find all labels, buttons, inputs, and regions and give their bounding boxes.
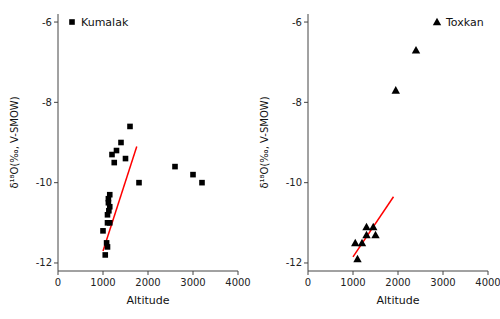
- point: [369, 223, 377, 231]
- x-tick: [488, 271, 489, 275]
- legend: Kumalak: [69, 16, 129, 29]
- panel: 0 1000 2000 3000 4000 -12 -10 -8 -6 Altitude δ¹⁸O(…: [9, 14, 251, 307]
- y-tick: [304, 102, 308, 103]
- x-tick-label: 3000: [430, 277, 455, 288]
- point: [190, 172, 196, 178]
- y-tick-label: -6: [292, 17, 302, 28]
- x-tick: [353, 271, 354, 275]
- point: [105, 244, 111, 250]
- y-tick-label: -8: [42, 97, 52, 108]
- y-axis-line: [308, 14, 309, 271]
- y-tick-label: -6: [42, 17, 52, 28]
- x-axis-label: Altitude: [127, 294, 170, 307]
- point: [136, 180, 142, 186]
- x-tick: [238, 271, 239, 275]
- legend-label: Kumalak: [81, 16, 129, 29]
- regression-line: [353, 197, 394, 257]
- point: [412, 46, 420, 54]
- x-axis-label: Altitude: [377, 294, 420, 307]
- x-tick: [103, 271, 104, 275]
- x-tick-label: 4000: [475, 277, 500, 288]
- panel: 0 1000 2000 3000 4000 -12 -10 -8 -6 Altitude δ¹⁸O(…: [259, 14, 500, 307]
- y-tick-label: -10: [286, 177, 302, 188]
- point: [392, 86, 400, 94]
- x-tick-label: 4000: [225, 277, 250, 288]
- y-tick-label: -8: [292, 97, 302, 108]
- x-tick: [443, 271, 444, 275]
- point: [362, 231, 370, 239]
- point: [123, 156, 129, 162]
- point: [371, 231, 379, 239]
- legend-marker: [433, 18, 441, 26]
- point: [102, 252, 108, 258]
- point: [358, 239, 366, 247]
- y-axis-label: δ¹⁸O(‰, V-SMOW): [9, 96, 20, 188]
- plot-area: [100, 124, 205, 258]
- y-tick-label: -10: [36, 177, 52, 188]
- plot-area: [351, 46, 420, 262]
- y-tick: [54, 22, 58, 23]
- x-tick-label: 1000: [90, 277, 115, 288]
- point: [351, 239, 359, 247]
- x-tick: [148, 271, 149, 275]
- y-tick-label: -12: [286, 257, 302, 268]
- x-tick-label: 2000: [135, 277, 160, 288]
- point: [199, 180, 205, 186]
- point: [107, 204, 113, 210]
- y-tick: [304, 262, 308, 263]
- regression-line: [103, 147, 137, 251]
- x-tick-label: 0: [55, 277, 61, 288]
- x-tick-label: 3000: [180, 277, 205, 288]
- point: [107, 220, 113, 226]
- y-tick-label: -12: [36, 257, 52, 268]
- x-tick: [398, 271, 399, 275]
- y-tick: [304, 182, 308, 183]
- x-tick: [308, 271, 309, 275]
- legend: Toxkan: [433, 16, 484, 29]
- point: [107, 192, 113, 198]
- point: [114, 148, 120, 154]
- point: [353, 255, 361, 263]
- x-tick: [58, 271, 59, 275]
- point: [111, 160, 117, 166]
- chart: 0 1000 2000 3000 4000 -12 -10 -8 -6 Altitude δ¹⁸O(…: [0, 0, 500, 319]
- legend-marker: [69, 19, 75, 25]
- point: [118, 140, 124, 146]
- y-tick: [54, 182, 58, 183]
- point: [172, 164, 178, 170]
- x-tick-label: 0: [305, 277, 311, 288]
- y-axis-line: [58, 14, 59, 271]
- x-tick-label: 1000: [340, 277, 365, 288]
- y-tick: [54, 262, 58, 263]
- x-tick: [193, 271, 194, 275]
- y-tick: [54, 102, 58, 103]
- point: [100, 228, 106, 234]
- y-tick: [304, 22, 308, 23]
- y-axis-label: δ¹⁸O(‰, V-SMOW): [259, 96, 270, 188]
- legend-label: Toxkan: [445, 16, 484, 29]
- x-tick-label: 2000: [385, 277, 410, 288]
- point: [362, 223, 370, 231]
- point: [127, 124, 133, 130]
